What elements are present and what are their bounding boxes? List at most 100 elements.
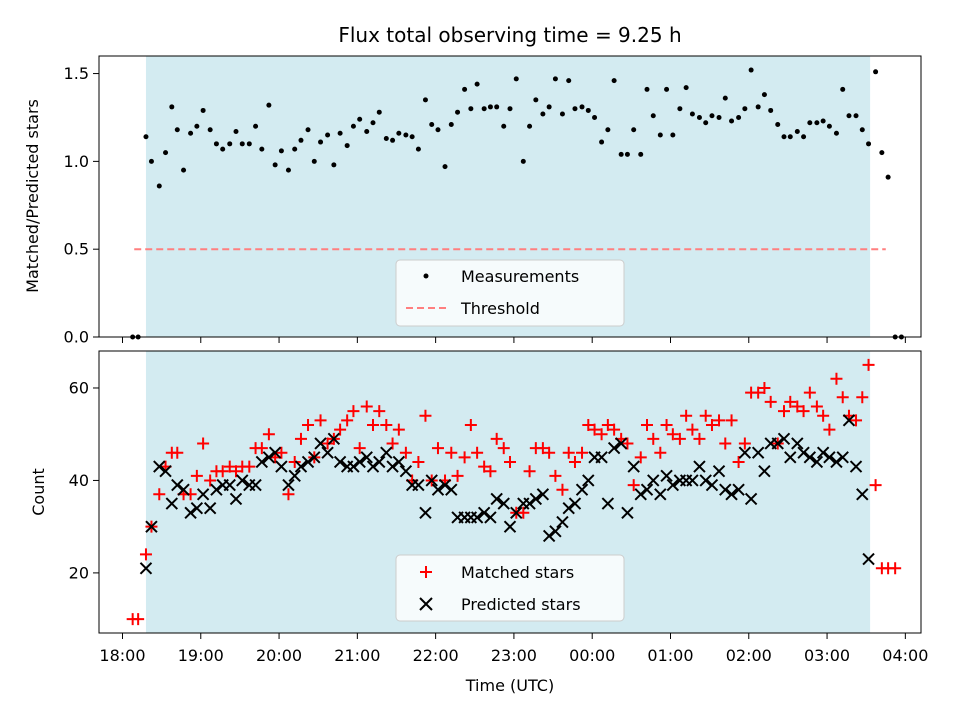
matched-star-point — [686, 423, 699, 436]
matched-star-point — [713, 414, 726, 427]
measurement-point — [736, 114, 742, 120]
bottom-y-tick-label: 60 — [69, 378, 89, 397]
measurement-point — [566, 78, 572, 84]
measurement-point — [644, 86, 650, 92]
measurement-point — [768, 107, 774, 113]
measurement-point — [513, 76, 519, 82]
predicted-star-point — [431, 483, 445, 496]
matched-star-point — [817, 409, 830, 422]
matched-star-point — [562, 446, 575, 459]
matched-star-point — [412, 455, 425, 468]
matched-star-point — [445, 446, 458, 459]
measurement-point — [266, 102, 272, 108]
measurement-point — [624, 151, 630, 157]
matched-star-point — [380, 418, 393, 431]
measurement-point — [618, 151, 624, 157]
x-tick-label: 23:00 — [491, 646, 537, 665]
measurement-point — [481, 106, 487, 112]
measurement-point — [174, 127, 180, 133]
chart-title: Flux total observing time = 9.25 h — [338, 23, 681, 47]
measurement-point — [200, 107, 206, 113]
matched-star-point — [243, 460, 256, 473]
bottom-y-axis-label: Count — [29, 468, 48, 516]
top-x-ticks — [121, 337, 906, 343]
predicted-star-point — [816, 446, 830, 459]
predicted-star-point — [153, 460, 166, 473]
top-y-ticks: 0.0 0.5 1.0 1.5 — [64, 64, 99, 347]
predicted-star-point — [301, 455, 315, 469]
matched-star-point — [791, 400, 804, 413]
matched-star-point — [869, 479, 882, 492]
measurement-point — [403, 132, 409, 138]
measurement-point — [233, 129, 239, 135]
matched-star-point — [621, 437, 634, 450]
measurement-point — [533, 97, 539, 103]
measurement-point — [188, 130, 194, 136]
matched-star-point — [523, 465, 536, 478]
matched-star-point — [666, 428, 679, 441]
predicted-star-point — [738, 446, 752, 459]
matched-star-point — [197, 437, 210, 450]
matched-star-point — [464, 418, 477, 431]
measurement-point — [696, 114, 702, 120]
bottom-panel: 20 40 60 18:00 19:00 20:00 21:00 22:00 23:00 00:… — [29, 350, 928, 695]
predicted-star-point — [693, 460, 706, 473]
predicted-star-point — [582, 474, 595, 487]
measurement-point — [462, 86, 468, 92]
measurement-point — [429, 121, 435, 127]
x-tick-label: 02:00 — [726, 646, 772, 665]
measurement-point — [239, 141, 245, 147]
predicted-star-point — [803, 451, 817, 464]
legend-predicted-marker — [419, 597, 433, 611]
predicted-star-point — [177, 483, 190, 496]
measurement-point — [559, 111, 565, 117]
predicted-star-point — [568, 497, 582, 510]
measurement-point — [156, 183, 162, 189]
measurement-point — [272, 162, 278, 168]
measurement-point — [689, 111, 695, 117]
matched-star-point — [582, 418, 595, 431]
predicted-star-point — [229, 492, 243, 506]
matched-star-point — [836, 391, 849, 404]
predicted-star-point — [275, 460, 288, 473]
matched-star-point — [484, 465, 497, 478]
matched-star-point — [641, 418, 653, 431]
measurement-point — [213, 141, 219, 147]
measurement-point — [376, 109, 382, 115]
matched-star-point — [204, 474, 217, 487]
measurement-point — [344, 143, 350, 149]
measurement-point — [311, 158, 317, 164]
matched-star-point — [497, 442, 510, 455]
measurement-point — [501, 123, 507, 129]
matched-star-point — [797, 405, 810, 418]
predicted-star-point — [347, 460, 360, 473]
matched-star-point — [386, 437, 399, 450]
matched-star-point — [693, 432, 706, 445]
measurement-point — [194, 123, 200, 129]
measurement-point — [435, 127, 441, 133]
predicted-star-point — [614, 437, 628, 450]
measurement-point — [520, 158, 526, 164]
predicted-star-point — [621, 506, 634, 520]
predicted-star-point — [601, 497, 615, 510]
matched-star-point — [230, 465, 242, 478]
predicted-star-point — [744, 492, 758, 506]
predicted-star-point — [856, 488, 869, 501]
measurement-point — [220, 146, 226, 152]
measurement-point — [396, 130, 402, 136]
measurement-point — [807, 120, 813, 126]
predicted-star-point — [784, 451, 797, 464]
top-y-tick-label: 1.0 — [64, 152, 89, 171]
matched-star-point — [184, 488, 197, 501]
measurement-point — [879, 150, 885, 156]
measurement-point — [650, 113, 656, 119]
predicted-star-point — [810, 455, 824, 469]
matched-star-point — [471, 446, 484, 459]
x-tick-label: 20:00 — [256, 646, 302, 665]
predicted-star-point — [236, 474, 249, 487]
measurement-point — [787, 134, 793, 140]
predicted-star-point — [712, 464, 726, 478]
predicted-star-point — [562, 501, 575, 515]
measurement-point — [722, 95, 728, 101]
predicted-star-point — [725, 488, 738, 501]
